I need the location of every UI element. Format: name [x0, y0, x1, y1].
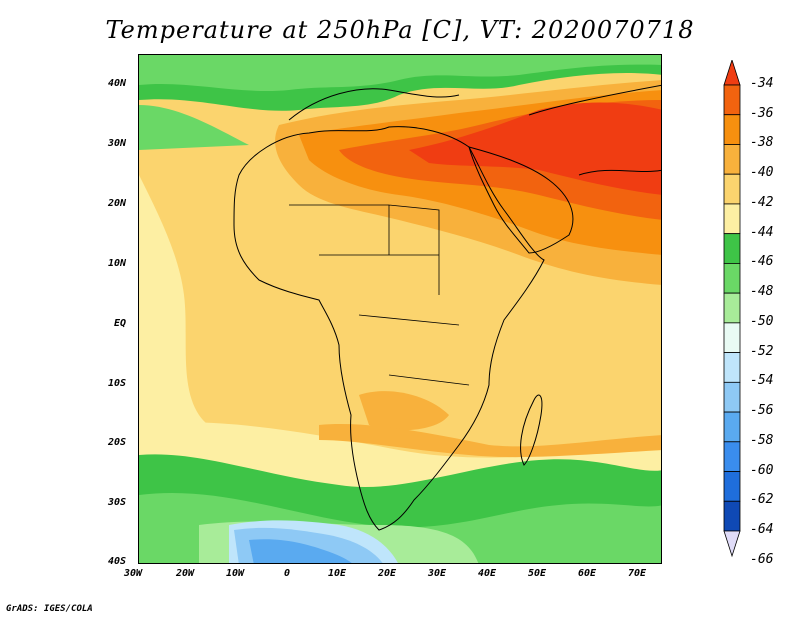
lon-tick-20e: 20E: [378, 568, 397, 579]
colorbar-label: -36: [750, 105, 774, 121]
lat-tick-20n: 20N: [108, 198, 127, 209]
colorbar-swatch-10: [723, 352, 741, 383]
colorbar-label: -50: [750, 313, 774, 329]
lat-tick-30s: 30S: [108, 497, 127, 508]
colorbar-swatch-5: [723, 203, 741, 235]
colorbar: [723, 60, 741, 558]
colorbar-label: -64: [750, 522, 774, 537]
colorbar-label: -44: [750, 224, 774, 240]
lon-tick-40e: 40E: [478, 568, 497, 579]
colorbar-label: -56: [750, 403, 774, 419]
colorbar-swatch-16: [723, 530, 741, 558]
colorbar-label: -38: [750, 135, 774, 151]
country-borders: [289, 204, 470, 386]
colorbar-label: -48: [750, 284, 774, 300]
field-minus48-north: [139, 55, 661, 92]
field-minus58-south: [249, 539, 352, 563]
field-minus48-northwest: [139, 105, 249, 150]
lon-tick-30e: 30E: [428, 568, 447, 579]
colorbar-swatch-8: [723, 292, 741, 324]
colorbar-swatch-4: [723, 173, 741, 205]
arabia-coastline: [468, 146, 574, 254]
colorbar-swatch-9: [723, 322, 741, 354]
colorbar-label: -42: [750, 194, 774, 210]
colorbar-label: -60: [750, 462, 774, 478]
south-asia-border: [578, 169, 661, 176]
colorbar-label: -40: [750, 165, 774, 181]
lat-tick-40s: 40S: [108, 556, 127, 567]
lon-tick-60e: 60E: [578, 568, 597, 579]
temperature-field: [139, 55, 661, 563]
lon-tick-20w: 20W: [176, 568, 195, 579]
field-minus40-band: [319, 424, 661, 458]
chart-title: Temperature at 250hPa [C], VT: 202007071…: [105, 16, 695, 44]
lat-tick-40n: 40N: [108, 78, 127, 89]
africa-coastline: [233, 126, 545, 531]
colorbar-swatch-0: [723, 60, 741, 86]
colorbar-label: -52: [750, 343, 774, 359]
madagascar-outline: [520, 394, 543, 466]
field-minus40-southern-africa: [359, 391, 449, 431]
lon-tick-50e: 50E: [528, 568, 547, 579]
colorbar-swatch-7: [723, 262, 741, 294]
colorbar-label: -66: [750, 551, 774, 567]
colorbar-swatch-13: [723, 441, 741, 472]
colorbar-label: -58: [750, 432, 774, 448]
asia-border: [528, 84, 661, 116]
map-panel: [138, 54, 662, 564]
colorbar-swatch-15: [723, 500, 741, 532]
colorbar-swatch-2: [723, 114, 741, 145]
europe-coastline: [288, 88, 460, 121]
colorbar-label: -46: [750, 254, 774, 270]
colorbar-swatch-6: [723, 233, 741, 264]
colorbar-label: -62: [750, 492, 774, 508]
lat-tick-10n: 10N: [108, 258, 127, 269]
colorbar-swatch-12: [723, 411, 741, 443]
colorbar-swatch-3: [723, 144, 741, 175]
lat-tick-eq: EQ: [114, 318, 127, 329]
lat-tick-10s: 10S: [108, 378, 127, 389]
lon-tick-10e: 10E: [328, 568, 347, 579]
colorbar-label: -54: [750, 373, 774, 389]
lat-tick-30n: 30N: [108, 138, 127, 149]
colorbar-label: -34: [750, 76, 774, 91]
lon-tick-30w: 30W: [124, 568, 143, 579]
field-minus34-north: [409, 102, 661, 195]
lon-tick-0: 0: [284, 568, 291, 579]
grads-credit: GrADS: IGES/COLA: [6, 604, 93, 614]
lon-tick-10w: 10W: [226, 568, 245, 579]
colorbar-swatch-1: [723, 84, 741, 116]
lat-tick-20s: 20S: [108, 437, 127, 448]
colorbar-swatch-11: [723, 381, 741, 413]
colorbar-swatch-14: [723, 471, 741, 502]
lon-tick-70e: 70E: [628, 568, 647, 579]
